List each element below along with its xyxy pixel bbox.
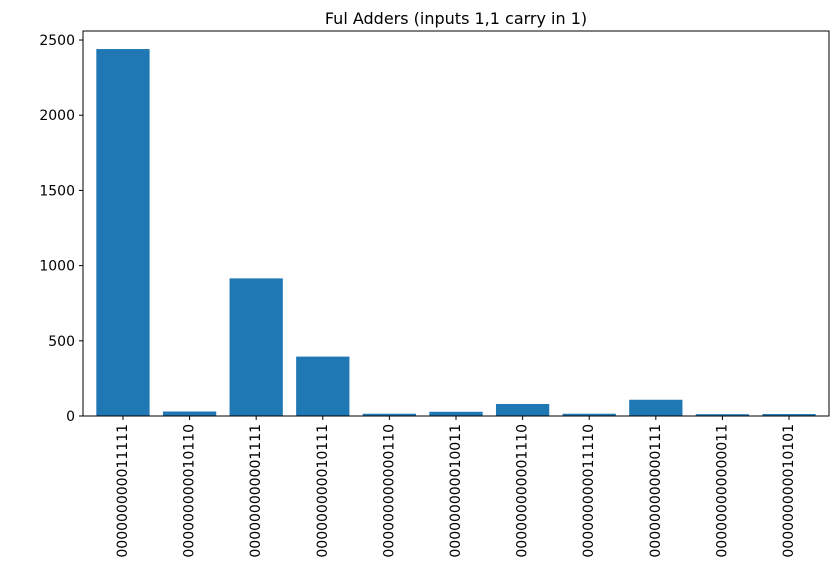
- y-tick-label-1: 500: [48, 334, 75, 350]
- x-tick-label-6: 000000000001110: [515, 424, 531, 558]
- bar-5: [429, 411, 483, 416]
- bar-4: [362, 413, 417, 416]
- x-tick-label-5: 000000000010011: [448, 424, 464, 558]
- bar-2: [229, 278, 283, 416]
- x-tick-label-0: 000000000011111: [115, 424, 131, 558]
- bar-1: [162, 411, 217, 416]
- y-tick-label-3: 1500: [39, 183, 75, 199]
- bar-6: [495, 403, 550, 416]
- y-tick-label-2: 1000: [39, 259, 75, 275]
- x-tick-label-3: 000000000010111: [315, 424, 331, 558]
- bar-series: [96, 49, 816, 416]
- x-tick-label-7: 000000000011110: [581, 424, 597, 558]
- x-tick-label-8: 000000000000111: [648, 424, 664, 558]
- y-axis: 0 500 1000 1500 2000 2500: [39, 33, 83, 425]
- plot-frame: [82, 30, 830, 417]
- y-tick-label-0: 0: [66, 409, 75, 425]
- x-tick-label-10: 000000000010101: [781, 424, 797, 558]
- bar-0: [96, 49, 150, 416]
- chart-title: Ful Adders (inputs 1,1 carry in 1): [325, 9, 587, 28]
- x-tick-label-4: 000000000000110: [381, 424, 397, 558]
- bar-3: [296, 356, 350, 416]
- bar-10: [762, 414, 816, 416]
- x-tick-label-1: 000000000010110: [182, 424, 198, 558]
- y-tick-label-5: 2500: [39, 33, 75, 49]
- x-tick-label-9: 000000000000011: [714, 424, 730, 558]
- y-tick-label-4: 2000: [39, 108, 75, 124]
- x-tick-label-2: 000000000001111: [248, 424, 264, 558]
- x-axis: 000000000011111 000000000010110 0000000000…: [115, 416, 797, 558]
- bar-7: [562, 413, 616, 416]
- bar-9: [695, 414, 750, 416]
- bar-8: [629, 399, 683, 416]
